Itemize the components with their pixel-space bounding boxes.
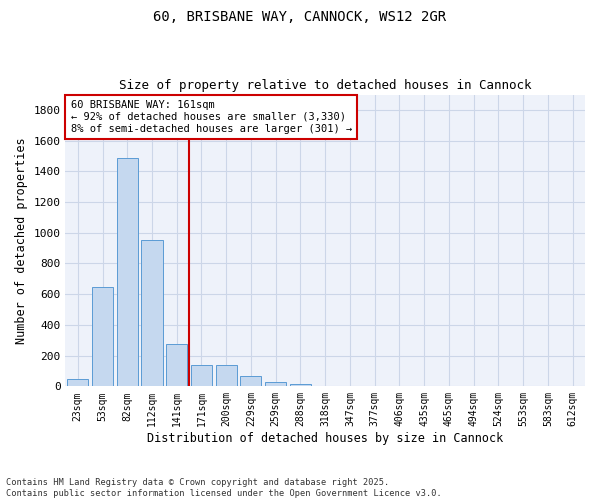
Bar [117,158,138,386]
Y-axis label: Number of detached properties: Number of detached properties [15,137,28,344]
Bar [241,376,262,386]
Bar [265,382,286,386]
Text: 60 BRISBANE WAY: 161sqm
← 92% of detached houses are smaller (3,330)
8% of semi-: 60 BRISBANE WAY: 161sqm ← 92% of detache… [71,100,352,134]
Text: 60, BRISBANE WAY, CANNOCK, WS12 2GR: 60, BRISBANE WAY, CANNOCK, WS12 2GR [154,10,446,24]
X-axis label: Distribution of detached houses by size in Cannock: Distribution of detached houses by size … [147,432,503,445]
Title: Size of property relative to detached houses in Cannock: Size of property relative to detached ho… [119,79,532,92]
Bar [290,384,311,386]
Bar [142,240,163,386]
Bar [191,365,212,386]
Text: Contains HM Land Registry data © Crown copyright and database right 2025.
Contai: Contains HM Land Registry data © Crown c… [6,478,442,498]
Bar [166,344,187,387]
Bar [216,365,237,386]
Bar [92,286,113,386]
Bar [67,380,88,386]
